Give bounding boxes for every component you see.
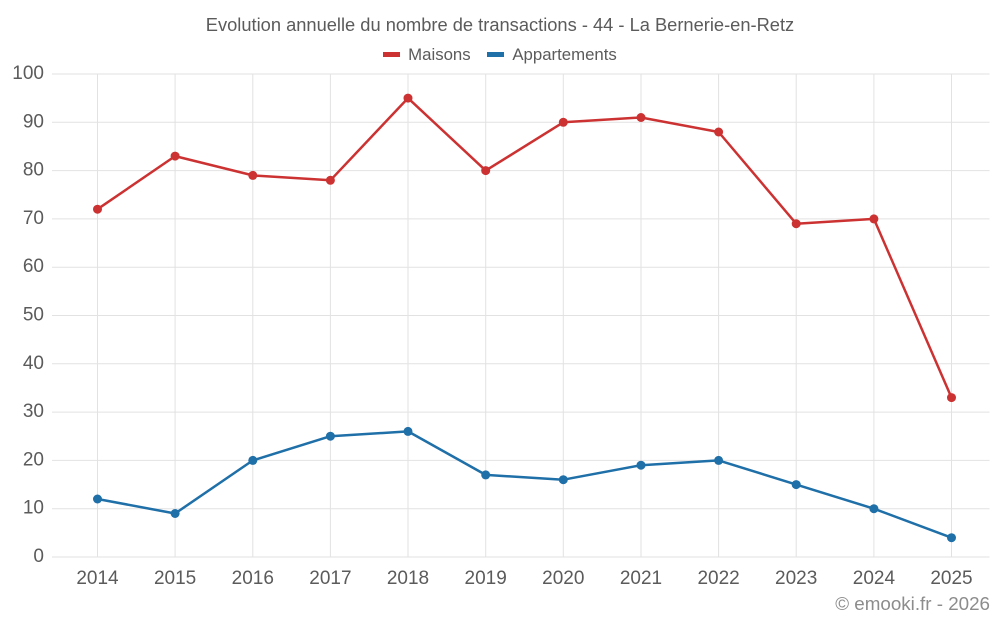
svg-text:2015: 2015 (154, 568, 196, 589)
svg-text:60: 60 (23, 256, 44, 277)
svg-text:30: 30 (23, 401, 44, 422)
svg-text:2018: 2018 (387, 568, 429, 589)
svg-text:100: 100 (12, 63, 44, 84)
svg-text:10: 10 (23, 498, 44, 519)
svg-text:2014: 2014 (76, 568, 119, 589)
svg-text:2024: 2024 (853, 568, 896, 589)
svg-text:2023: 2023 (775, 568, 817, 589)
svg-text:70: 70 (23, 208, 44, 229)
svg-text:0: 0 (33, 546, 44, 567)
svg-text:2022: 2022 (697, 568, 739, 589)
svg-text:2025: 2025 (930, 568, 972, 589)
svg-text:2016: 2016 (232, 568, 274, 589)
svg-text:2019: 2019 (465, 568, 507, 589)
svg-text:2017: 2017 (309, 568, 351, 589)
svg-text:80: 80 (23, 160, 44, 181)
svg-text:40: 40 (23, 353, 44, 374)
svg-text:20: 20 (23, 449, 44, 470)
svg-text:50: 50 (23, 305, 44, 326)
svg-text:90: 90 (23, 111, 44, 132)
svg-text:2021: 2021 (620, 568, 662, 589)
svg-text:2020: 2020 (542, 568, 584, 589)
